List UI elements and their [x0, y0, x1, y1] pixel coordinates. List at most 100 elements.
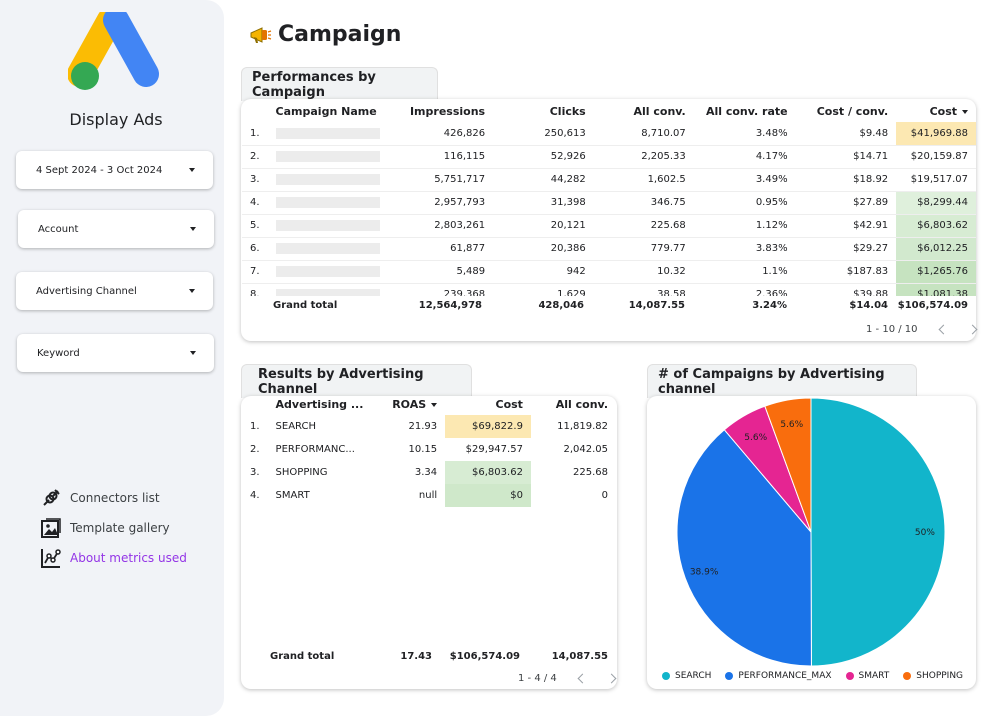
pie-value-label: 38.9%	[690, 567, 719, 577]
redacted-name	[275, 127, 380, 139]
brand-name: Display Ads	[69, 110, 163, 129]
grand-total-label: Grand total	[273, 300, 338, 311]
legend-label: SMART	[858, 671, 890, 681]
date-range-label: 4 Sept 2024 - 3 Oct 2024	[36, 164, 163, 176]
all-conv-cell: 8,710.07	[593, 122, 694, 146]
clicks-cell: 20,121	[493, 214, 594, 238]
all-conv-cell: 346.75	[593, 191, 694, 215]
campaign-name-cell	[267, 237, 388, 261]
all-conv-cell: 10.32	[593, 260, 694, 284]
channel-pager: 1 - 4 / 4	[518, 673, 617, 684]
campaign-name-cell	[267, 191, 388, 215]
table-row[interactable]: 6. 61,877 20,386 779.77 3.83% $29.27 $6,012.25	[242, 237, 976, 261]
legend-item[interactable]: SMART	[845, 671, 890, 681]
legend-item[interactable]: SHOPPING	[903, 671, 963, 681]
impressions-cell: 2,957,793	[387, 191, 494, 215]
table-row[interactable]: 3. 5,751,717 44,282 1,602.5 3.49% $18.92 $19,5…	[242, 168, 976, 192]
impressions-cell: 5,489	[387, 260, 494, 284]
account-filter[interactable]: Account	[18, 210, 214, 248]
cost-conv-cell: $27.89	[795, 191, 897, 215]
conv-rate-cell: 3.83%	[693, 237, 796, 261]
cost-conv-cell: $18.92	[795, 168, 897, 192]
row-index: 1.	[250, 421, 260, 432]
roas-cell: 3.34	[414, 467, 438, 478]
pie-slice-shopping[interactable]	[764, 397, 812, 533]
chevron-left-icon[interactable]	[938, 324, 948, 335]
template-gallery-link[interactable]: Template gallery	[40, 513, 187, 543]
conv-rate-cell: 1.1%	[693, 260, 796, 284]
account-label: Account	[38, 223, 79, 235]
row-index: 4.	[242, 191, 268, 215]
redacted-name	[275, 265, 380, 277]
row-index: 1.	[242, 122, 268, 146]
impressions-cell: 61,877	[387, 237, 494, 261]
impressions-cell: 5,751,717	[387, 168, 494, 192]
impressions-cell: 2,803,261	[387, 214, 494, 238]
table-row[interactable]: 4. 2,957,793 31,398 346.75 0.95% $27.89 $8,299…	[242, 191, 976, 215]
clicks-cell: 31,398	[493, 191, 594, 215]
col-advertising-channel[interactable]: Advertising ...	[275, 397, 364, 411]
row-index: 2.	[242, 145, 268, 169]
col-all-conv[interactable]: All conv.	[633, 104, 686, 118]
channel-pager-text: 1 - 4 / 4	[518, 673, 557, 684]
cost-cell: $6,803.62	[896, 214, 976, 238]
row-index: 3.	[250, 467, 260, 478]
table-row[interactable]: 1. SEARCH 21.93 $69,822.9 11,819.82	[242, 415, 616, 438]
pie-slice-search[interactable]	[810, 397, 946, 667]
table-row[interactable]: 8. 239,368 1,629 38.58 2.36% $39.88 $1,081.38	[242, 283, 976, 296]
col-cost-conv[interactable]: Cost / conv.	[816, 104, 889, 118]
channel-cell: SHOPPING	[275, 467, 328, 478]
col-channel-all-conv[interactable]: All conv.	[555, 397, 608, 411]
cost-cell: $6,012.25	[896, 237, 976, 261]
campaigns-pie-chart: 50% 38.9% 5.6% 5.6%	[676, 397, 946, 667]
table-row[interactable]: 4. SMART null $0 0	[242, 484, 616, 507]
grand-total-all-conv: 14,087.55	[628, 300, 685, 311]
chevron-right-icon[interactable]	[967, 324, 977, 335]
row-index: 3.	[242, 168, 268, 192]
about-metrics-link[interactable]: About metrics used	[40, 543, 187, 573]
legend-item[interactable]: PERFORMANCE_MAX	[725, 671, 832, 681]
table-row[interactable]: 2. PERFORMANC... 10.15 $29,947.57 2,042.05	[242, 438, 616, 461]
legend-item[interactable]: SEARCH	[662, 671, 711, 681]
table-row[interactable]: 3. SHOPPING 3.34 $6,803.62 225.68	[242, 461, 616, 484]
advertising-channel-filter[interactable]: Advertising Channel	[16, 272, 213, 310]
pie-slice-performance-max[interactable]	[676, 429, 812, 667]
col-impressions[interactable]: Impressions	[409, 104, 486, 118]
pie-value-label: 50%	[915, 528, 935, 538]
col-all-conv-rate[interactable]: All conv. rate	[705, 104, 788, 118]
channel-cost-cell: $0	[445, 484, 531, 507]
table-row[interactable]: 5. 2,803,261 20,121 225.68 1.12% $42.91 $6,803…	[242, 214, 976, 238]
col-channel-cost[interactable]: Cost	[495, 397, 523, 411]
connectors-list-link[interactable]: Connectors list	[40, 483, 187, 513]
campaign-table-scroll[interactable]: Campaign Name Impressions Clicks All con…	[242, 100, 976, 296]
col-clicks[interactable]: Clicks	[549, 104, 586, 118]
redacted-name	[275, 150, 380, 162]
gallery-icon	[41, 518, 61, 538]
campaign-name-cell	[267, 122, 388, 146]
chevron-down-icon	[190, 227, 196, 231]
table-row[interactable]: 1. 426,826 250,613 8,710.07 3.48% $9.48 $41,96…	[242, 122, 976, 146]
cost-cell: $19,517.07	[896, 168, 976, 192]
conv-rate-cell: 3.48%	[693, 122, 796, 146]
conv-rate-cell: 3.49%	[693, 168, 796, 192]
table-row[interactable]: 7. 5,489 942 10.32 1.1% $187.83 $1,265.76	[242, 260, 976, 284]
roas-cell: 21.93	[408, 421, 438, 432]
col-campaign-name[interactable]: Campaign Name	[275, 104, 377, 118]
col-cost[interactable]: Cost	[896, 100, 976, 122]
pie-chart-tab: # of Campaigns by Advertising channel	[647, 364, 917, 398]
date-range-filter[interactable]: 4 Sept 2024 - 3 Oct 2024	[16, 151, 213, 189]
all-conv-cell: 1,602.5	[593, 168, 694, 192]
keyword-filter[interactable]: Keyword	[17, 334, 214, 372]
cost-cell: $41,969.88	[896, 122, 976, 146]
roas-cell: null	[418, 490, 438, 501]
google-ads-logo	[68, 12, 159, 90]
row-index: 7.	[242, 260, 268, 284]
table-row[interactable]: 2. 116,115 52,926 2,205.33 4.17% $14.71 $20,15…	[242, 145, 976, 169]
all-conv-cell: 779.77	[593, 237, 694, 261]
chevron-right-icon[interactable]	[606, 673, 617, 684]
campaign-table: Campaign Name Impressions Clicks All con…	[242, 100, 976, 296]
chevron-left-icon[interactable]	[577, 673, 588, 684]
col-roas[interactable]: ROAS	[371, 393, 445, 415]
redacted-name	[275, 242, 380, 254]
clicks-cell: 250,613	[493, 122, 594, 146]
